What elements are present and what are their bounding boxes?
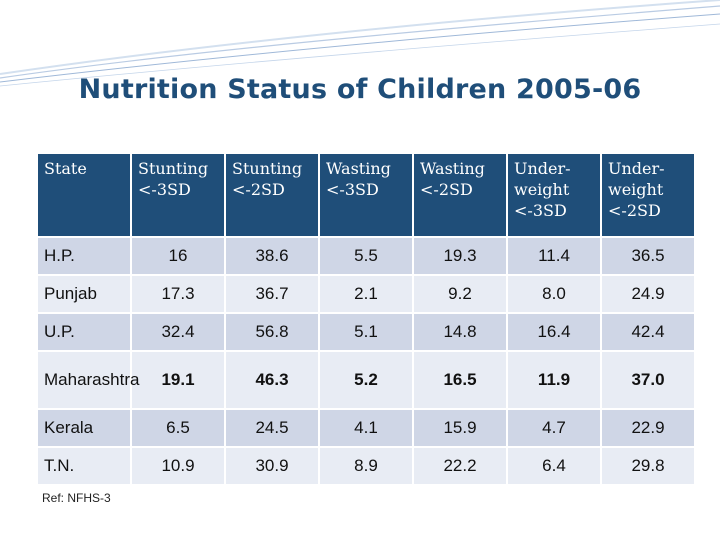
value-cell: 16.5	[414, 352, 506, 408]
table-row: U.P. 32.4 56.8 5.1 14.8 16.4 42.4	[38, 314, 694, 350]
value-cell: 2.1	[320, 276, 412, 312]
value-cell: 6.5	[132, 410, 224, 446]
value-cell: 36.7	[226, 276, 318, 312]
value-cell: 46.3	[226, 352, 318, 408]
value-cell: 29.8	[602, 448, 694, 484]
header-stunting-3sd: Stunting <-3SD	[132, 154, 224, 236]
value-cell: 14.8	[414, 314, 506, 350]
table-row: Maharashtra 19.1 46.3 5.2 16.5 11.9 37.0	[38, 352, 694, 408]
header-wasting-2sd: Wasting <-2SD	[414, 154, 506, 236]
header-state: State	[38, 154, 130, 236]
value-cell: 22.2	[414, 448, 506, 484]
value-cell: 11.4	[508, 238, 600, 274]
value-cell: 4.7	[508, 410, 600, 446]
table-row: H.P. 16 38.6 5.5 19.3 11.4 36.5	[38, 238, 694, 274]
value-cell: 16	[132, 238, 224, 274]
header-wasting-3sd: Wasting <-3SD	[320, 154, 412, 236]
value-cell: 5.5	[320, 238, 412, 274]
table-row: T.N. 10.9 30.9 8.9 22.2 6.4 29.8	[38, 448, 694, 484]
header-stunting-2sd: Stunting <-2SD	[226, 154, 318, 236]
value-cell: 11.9	[508, 352, 600, 408]
value-cell: 19.1	[132, 352, 224, 408]
state-cell: Kerala	[38, 410, 130, 446]
value-cell: 36.5	[602, 238, 694, 274]
value-cell: 19.3	[414, 238, 506, 274]
value-cell: 30.9	[226, 448, 318, 484]
value-cell: 15.9	[414, 410, 506, 446]
state-cell: Maharashtra	[38, 352, 139, 408]
value-cell: 5.1	[320, 314, 412, 350]
value-cell: 16.4	[508, 314, 600, 350]
state-cell: Punjab	[38, 276, 130, 312]
value-cell: 9.2	[414, 276, 506, 312]
value-cell: 17.3	[132, 276, 224, 312]
header-underweight-2sd: Under-weight <-2SD	[602, 154, 694, 236]
slide-title: Nutrition Status of Children 2005-06	[78, 74, 642, 105]
state-cell: H.P.	[38, 238, 130, 274]
nutrition-table: State Stunting <-3SD Stunting <-2SD Wast…	[36, 152, 696, 486]
table-row: Punjab 17.3 36.7 2.1 9.2 8.0 24.9	[38, 276, 694, 312]
value-cell: 24.5	[226, 410, 318, 446]
value-cell: 37.0	[602, 352, 694, 408]
decorative-swoosh	[0, 0, 720, 87]
table-row: Kerala 6.5 24.5 4.1 15.9 4.7 22.9	[38, 410, 694, 446]
value-cell: 6.4	[508, 448, 600, 484]
value-cell: 8.9	[320, 448, 412, 484]
value-cell: 4.1	[320, 410, 412, 446]
header-underweight-3sd: Under-weight <-3SD	[508, 154, 600, 236]
state-cell: U.P.	[38, 314, 130, 350]
header-row: State Stunting <-3SD Stunting <-2SD Wast…	[38, 154, 694, 236]
value-cell: 38.6	[226, 238, 318, 274]
value-cell: 32.4	[132, 314, 224, 350]
value-cell: 8.0	[508, 276, 600, 312]
value-cell: 5.2	[320, 352, 412, 408]
value-cell: 56.8	[226, 314, 318, 350]
value-cell: 24.9	[602, 276, 694, 312]
state-cell: T.N.	[38, 448, 130, 484]
value-cell: 10.9	[132, 448, 224, 484]
value-cell: 42.4	[602, 314, 694, 350]
reference-note: Ref: NFHS-3	[42, 491, 111, 505]
value-cell: 22.9	[602, 410, 694, 446]
